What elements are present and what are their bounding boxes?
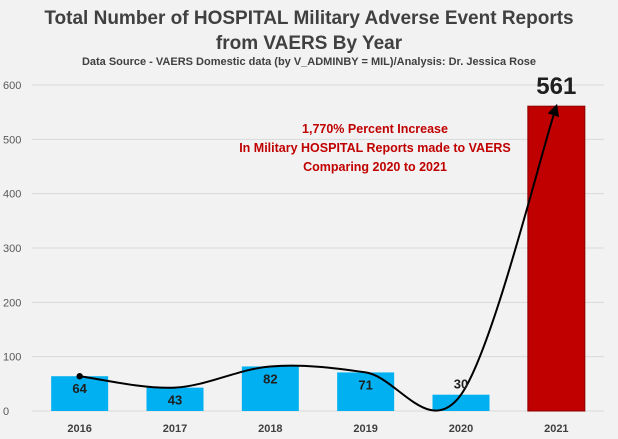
annotation-line: In Military HOSPITAL Reports made to VAE… (239, 141, 511, 155)
chart-subtitle: Data Source - VAERS Domestic data (by V_… (81, 56, 537, 68)
data-label: 64 (72, 381, 87, 396)
bar (146, 387, 204, 411)
y-tick-label: 300 (3, 243, 21, 255)
y-tick-label: 600 (3, 80, 21, 92)
data-label: 82 (263, 371, 277, 386)
annotation: 1,770% Percent Increase In Military HOSPI… (239, 122, 511, 174)
x-tick-label: 2018 (258, 423, 282, 435)
x-axis: 2016 2017 2018 2019 2020 2021 (67, 423, 568, 435)
y-axis: 0 100 200 300 400 500 600 (3, 80, 21, 418)
bar (527, 105, 586, 412)
x-tick-label: 2019 (353, 423, 377, 435)
y-tick-label: 100 (3, 352, 21, 364)
curve-start-dot (76, 373, 83, 380)
bar (51, 376, 109, 411)
data-label: 30 (454, 377, 468, 392)
bar (432, 394, 490, 411)
chart-title-line-2: from VAERS By Year (215, 33, 403, 54)
data-labels: 64 43 82 71 30 561 (72, 73, 576, 407)
data-label: 71 (358, 377, 372, 392)
x-tick-label: 2016 (67, 423, 91, 435)
data-label: 43 (168, 393, 182, 408)
y-tick-label: 0 (3, 406, 9, 418)
bar (337, 372, 395, 411)
trend-line (79, 103, 560, 412)
y-tick-label: 400 (3, 189, 21, 201)
gridlines (32, 84, 604, 412)
x-tick-label: 2021 (544, 423, 568, 435)
bar (241, 366, 299, 411)
y-tick-label: 500 (3, 134, 21, 146)
x-tick-label: 2017 (163, 423, 187, 435)
annotation-line: Comparing 2020 to 2021 (303, 160, 447, 174)
y-tick-label: 200 (3, 297, 21, 309)
annotation-line: 1,770% Percent Increase (302, 122, 448, 136)
x-tick-label: 2020 (449, 423, 473, 435)
chart-title: Total Number of HOSPITAL Military Advers… (44, 8, 574, 29)
data-label: 561 (536, 73, 576, 100)
bars (51, 105, 586, 412)
trend-curve (76, 103, 560, 412)
